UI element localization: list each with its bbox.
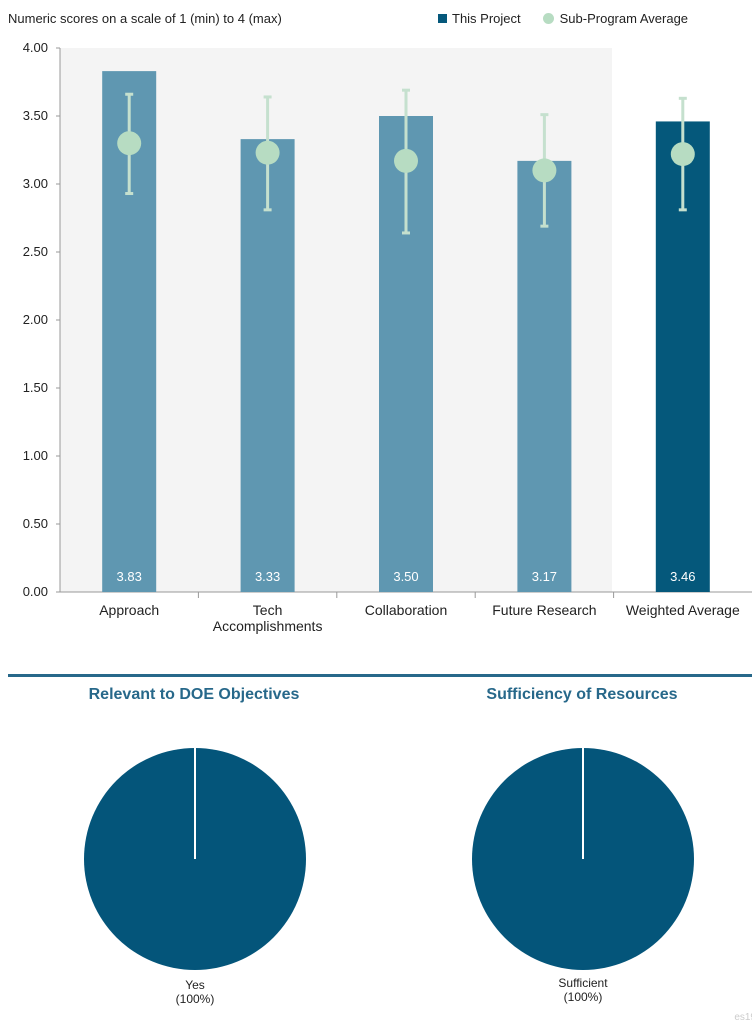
pie-title-resources: Sufficiency of Resources <box>486 686 678 703</box>
x-tick-label: Future Research <box>492 602 596 618</box>
pie-chart-resources <box>472 748 694 970</box>
pie-category-sufficient: Sufficient <box>558 976 608 990</box>
y-tick-label: 1.50 <box>23 380 48 395</box>
pie-category-yes: Yes <box>185 978 205 992</box>
sub-program-average-point <box>532 158 557 183</box>
bar-value-label: 3.46 <box>670 569 695 584</box>
y-tick-label: 2.00 <box>23 312 48 327</box>
sub-program-average-point <box>255 140 280 165</box>
y-tick-label: 3.50 <box>23 108 48 123</box>
x-tick-label: Weighted Average <box>626 602 740 618</box>
section-divider <box>8 674 752 677</box>
pie-label-resources: Sufficient (100%) <box>523 976 643 1004</box>
y-tick-label: 0.00 <box>23 584 48 599</box>
pie-value-sufficient: (100%) <box>563 990 603 1004</box>
legend-label-sub-program: Sub-Program Average <box>559 11 689 26</box>
y-tick-label: 4.00 <box>23 40 48 55</box>
y-tick-label: 1.00 <box>23 448 48 463</box>
pie-value-yes: (100%) <box>175 992 215 1006</box>
corner-text: es19 <box>734 1012 752 1023</box>
bar-value-label: 3.50 <box>393 569 418 584</box>
sub-program-average-point <box>394 148 418 173</box>
x-tick-label: Approach <box>99 602 159 618</box>
y-tick-label: 0.50 <box>23 516 48 531</box>
y-tick-label: 3.00 <box>23 176 48 191</box>
x-tick-label: Collaboration <box>365 602 448 618</box>
x-tick-label: Tech <box>253 602 283 618</box>
legend-label-this-project: This Project <box>452 11 521 26</box>
chart-subtitle: Numeric scores on a scale of 1 (min) to … <box>8 11 282 26</box>
bar-chart: 0.00 0.50 1.00 1.50 2.00 2.50 3.00 3.50 4.00 3.83… <box>23 40 752 634</box>
sub-program-average-point <box>117 131 142 156</box>
bar-value-label: 3.83 <box>117 569 142 584</box>
x-tick-label: Accomplishments <box>213 618 323 634</box>
pie-title-relevance: Relevant to DOE Objectives <box>88 686 300 703</box>
bar-value-label: 3.17 <box>532 569 557 584</box>
bar <box>240 139 295 592</box>
bar <box>517 160 572 592</box>
legend: This Project Sub-Program Average <box>438 11 688 26</box>
bar-value-label: 3.33 <box>255 569 280 584</box>
sub-program-average-point <box>670 142 695 167</box>
legend-item-this-project: This Project <box>438 11 521 26</box>
pie-label-relevance: Yes (100%) <box>135 978 255 1006</box>
pie-chart-relevance <box>84 748 306 970</box>
legend-swatch-this-project <box>438 14 447 23</box>
y-tick-label: 2.50 <box>23 244 48 259</box>
legend-item-sub-program: Sub-Program Average <box>542 11 689 26</box>
legend-swatch-sub-program <box>542 13 554 24</box>
